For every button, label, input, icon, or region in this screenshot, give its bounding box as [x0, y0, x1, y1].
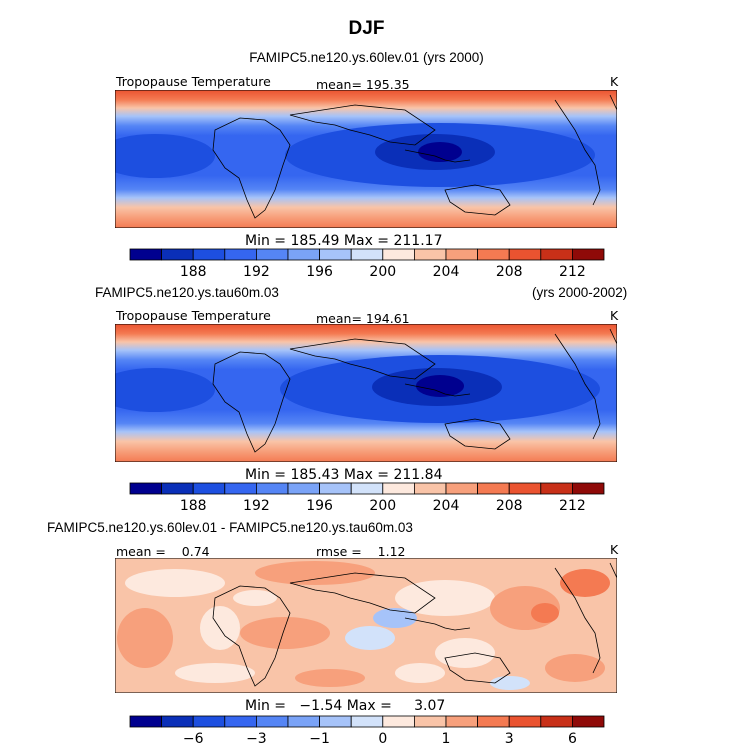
colorbar-tick-label: 204	[433, 264, 460, 280]
panel-3-subtitle: FAMIPC5.ne120.ys.60lev.01 - FAMIPC5.ne12…	[47, 520, 413, 535]
colorbar-swatch	[413, 482, 447, 495]
panel-2-coastlines	[212, 328, 617, 453]
panel-2-minmax: Min = 185.43 Max = 211.84	[245, 467, 443, 483]
colorbar-swatch	[224, 715, 257, 728]
colorbar-tick-label: 1	[442, 731, 451, 747]
colorbar-swatch	[161, 482, 194, 495]
panel-1-colorbar: 188 192 196 200 204 208 212	[129, 248, 605, 280]
colorbar-tick-label: 3	[505, 731, 514, 747]
colorbar-swatch	[382, 248, 415, 261]
colorbar-swatch	[161, 715, 194, 728]
colorbar-swatch	[287, 715, 321, 728]
colorbar-swatch	[413, 248, 447, 261]
colorbar-swatch	[255, 715, 289, 728]
colorbar-swatch	[382, 715, 415, 728]
colorbar-tick-label: 6	[568, 731, 577, 747]
panel-2-subtitle: FAMIPC5.ne120.ys.tau60m.03	[95, 285, 279, 300]
panel-1-units-label: K	[610, 74, 619, 89]
panel-2-units-label: K	[610, 308, 619, 323]
colorbar-tick-label: 196	[306, 264, 333, 280]
colorbar-swatch	[350, 482, 384, 495]
colorbar-tick-label: 212	[559, 498, 586, 514]
colorbar-swatch	[255, 482, 289, 495]
colorbar-swatch	[161, 248, 194, 261]
colorbar-swatch	[129, 715, 163, 728]
panel-1-minmax: Min = 185.49 Max = 211.17	[245, 233, 443, 249]
colorbar-swatch	[413, 715, 447, 728]
colorbar-swatch	[255, 248, 289, 261]
panel-3-map	[115, 558, 617, 693]
colorbar-tick-label: 212	[559, 264, 586, 280]
colorbar-tick-label: 208	[496, 264, 523, 280]
colorbar-swatch	[287, 482, 321, 495]
colorbar-swatch	[192, 715, 226, 728]
colorbar-swatch	[192, 482, 226, 495]
panel-1-mean-label: mean= 195.35	[316, 77, 410, 92]
colorbar-swatch	[192, 248, 226, 261]
colorbar-tick-label: 192	[243, 264, 270, 280]
colorbar-swatch	[540, 715, 573, 728]
colorbar-swatch	[319, 715, 352, 728]
colorbar-tick-label: 200	[369, 498, 396, 514]
colorbar-swatch	[129, 482, 163, 495]
colorbar-swatch	[224, 248, 257, 261]
panel-2-mean-label: mean= 194.61	[316, 311, 410, 326]
colorbar-tick-label: 200	[369, 264, 396, 280]
panel-2-map	[115, 324, 617, 462]
colorbar-swatch	[540, 482, 573, 495]
panel-2-colorbar: 188 192 196 200 204 208 212	[129, 482, 605, 514]
panel-3-rmse-label: rmse = 1.12	[316, 544, 406, 559]
colorbar-tick-label: 204	[433, 498, 460, 514]
colorbar-tick-label: −3	[246, 731, 267, 747]
colorbar-swatch	[445, 482, 479, 495]
colorbar-tick-label: −6	[183, 731, 204, 747]
colorbar-swatch	[319, 248, 352, 261]
colorbar-swatch	[477, 482, 510, 495]
panel-1-cold-west	[115, 134, 215, 178]
page-title: DJF	[348, 18, 385, 39]
colorbar-swatch	[540, 248, 573, 261]
panel-3-minmax: Min = −1.54 Max = 3.07	[245, 698, 446, 714]
colorbar-swatch	[508, 248, 542, 261]
colorbar-swatch	[445, 248, 479, 261]
colorbar-swatch	[319, 482, 352, 495]
panel-2-variable-label: Tropopause Temperature	[116, 308, 271, 323]
colorbar-tick-label: 188	[180, 264, 207, 280]
colorbar-tick-label: 192	[243, 498, 270, 514]
colorbar-tick-label: 188	[180, 498, 207, 514]
colorbar-swatch	[508, 482, 542, 495]
colorbar-swatch	[129, 248, 163, 261]
panel-1-coastlines	[212, 94, 617, 219]
colorbar-swatch	[350, 248, 384, 261]
colorbar-swatch	[571, 715, 605, 728]
colorbar-swatch	[382, 482, 415, 495]
colorbar-swatch	[445, 715, 479, 728]
colorbar-swatch	[508, 715, 542, 728]
panel-1-variable-label: Tropopause Temperature	[116, 74, 271, 89]
colorbar-swatch	[477, 248, 510, 261]
panel-2-cold-west	[115, 368, 215, 412]
panel-2-coldest-core	[416, 375, 464, 397]
panel-3-colorbar: −6 −3 −1 0 1 3 6	[129, 715, 605, 747]
colorbar-tick-label: 208	[496, 498, 523, 514]
colorbar-tick-label: 0	[378, 731, 387, 747]
colorbar-swatch	[571, 248, 605, 261]
colorbar-swatch	[350, 715, 384, 728]
colorbar-swatch	[571, 482, 605, 495]
colorbar-tick-label: −1	[309, 731, 330, 747]
colorbar-swatch	[224, 482, 257, 495]
panel-1-map	[115, 90, 617, 228]
colorbar-swatch	[287, 248, 321, 261]
colorbar-swatch	[477, 715, 510, 728]
panel-1-subtitle: FAMIPC5.ne120.ys.60lev.01 (yrs 2000)	[249, 50, 484, 65]
colorbar-tick-label: 196	[306, 498, 333, 514]
panel-3-units-label: K	[610, 542, 619, 557]
panel-2-years: (yrs 2000-2002)	[532, 285, 628, 300]
panel-3-coastlines	[212, 562, 617, 687]
panel-1-coldest-core	[418, 142, 462, 162]
panel-3-mean-label: mean = 0.74	[116, 544, 210, 559]
